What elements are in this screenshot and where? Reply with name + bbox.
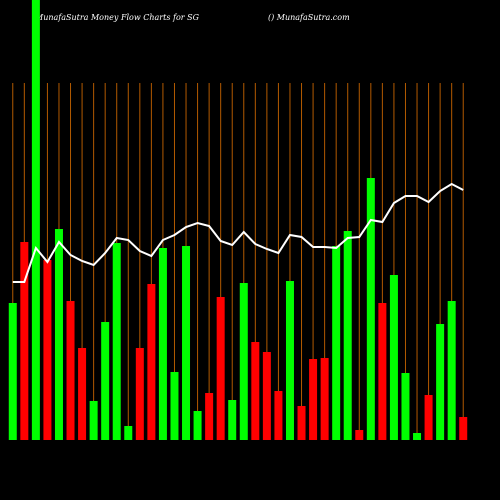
- bar: [170, 372, 179, 440]
- bar: [262, 352, 271, 440]
- bar: [320, 358, 329, 440]
- bar: [447, 301, 456, 440]
- bar: [205, 393, 214, 440]
- bar: [112, 243, 121, 440]
- chart-title: MunafaSutra Money Flow Charts for SG: [34, 13, 200, 22]
- bar: [274, 391, 283, 440]
- bar: [297, 406, 306, 440]
- bar: [355, 430, 364, 440]
- bar: [78, 348, 87, 440]
- bar: [401, 373, 410, 440]
- bar: [89, 401, 98, 440]
- bar: [31, 0, 40, 440]
- bar: [182, 246, 191, 440]
- bar: [66, 301, 75, 440]
- bar: [228, 400, 237, 440]
- bar: [413, 433, 422, 440]
- bar: [389, 275, 398, 440]
- bar: [147, 284, 156, 440]
- bar: [124, 426, 133, 440]
- bar: [239, 283, 248, 440]
- bar: [8, 303, 17, 440]
- bar: [285, 281, 294, 440]
- bar: [135, 348, 144, 440]
- bar: [459, 417, 468, 440]
- bar: [343, 231, 352, 440]
- bar: [43, 260, 52, 440]
- bar: [20, 242, 29, 440]
- bar: [251, 342, 260, 440]
- bar: [309, 359, 318, 440]
- bar: [436, 324, 445, 440]
- bar: [101, 322, 110, 440]
- bar: [424, 395, 433, 440]
- bar: [193, 411, 202, 440]
- bar: [378, 303, 387, 440]
- bar: [216, 297, 225, 440]
- bar: [366, 178, 375, 440]
- line: [12, 182, 464, 283]
- bar: [54, 229, 63, 440]
- chart-subtitle: () MunafaSutra.com: [268, 13, 350, 22]
- bar: [158, 248, 167, 440]
- bar: [332, 246, 341, 440]
